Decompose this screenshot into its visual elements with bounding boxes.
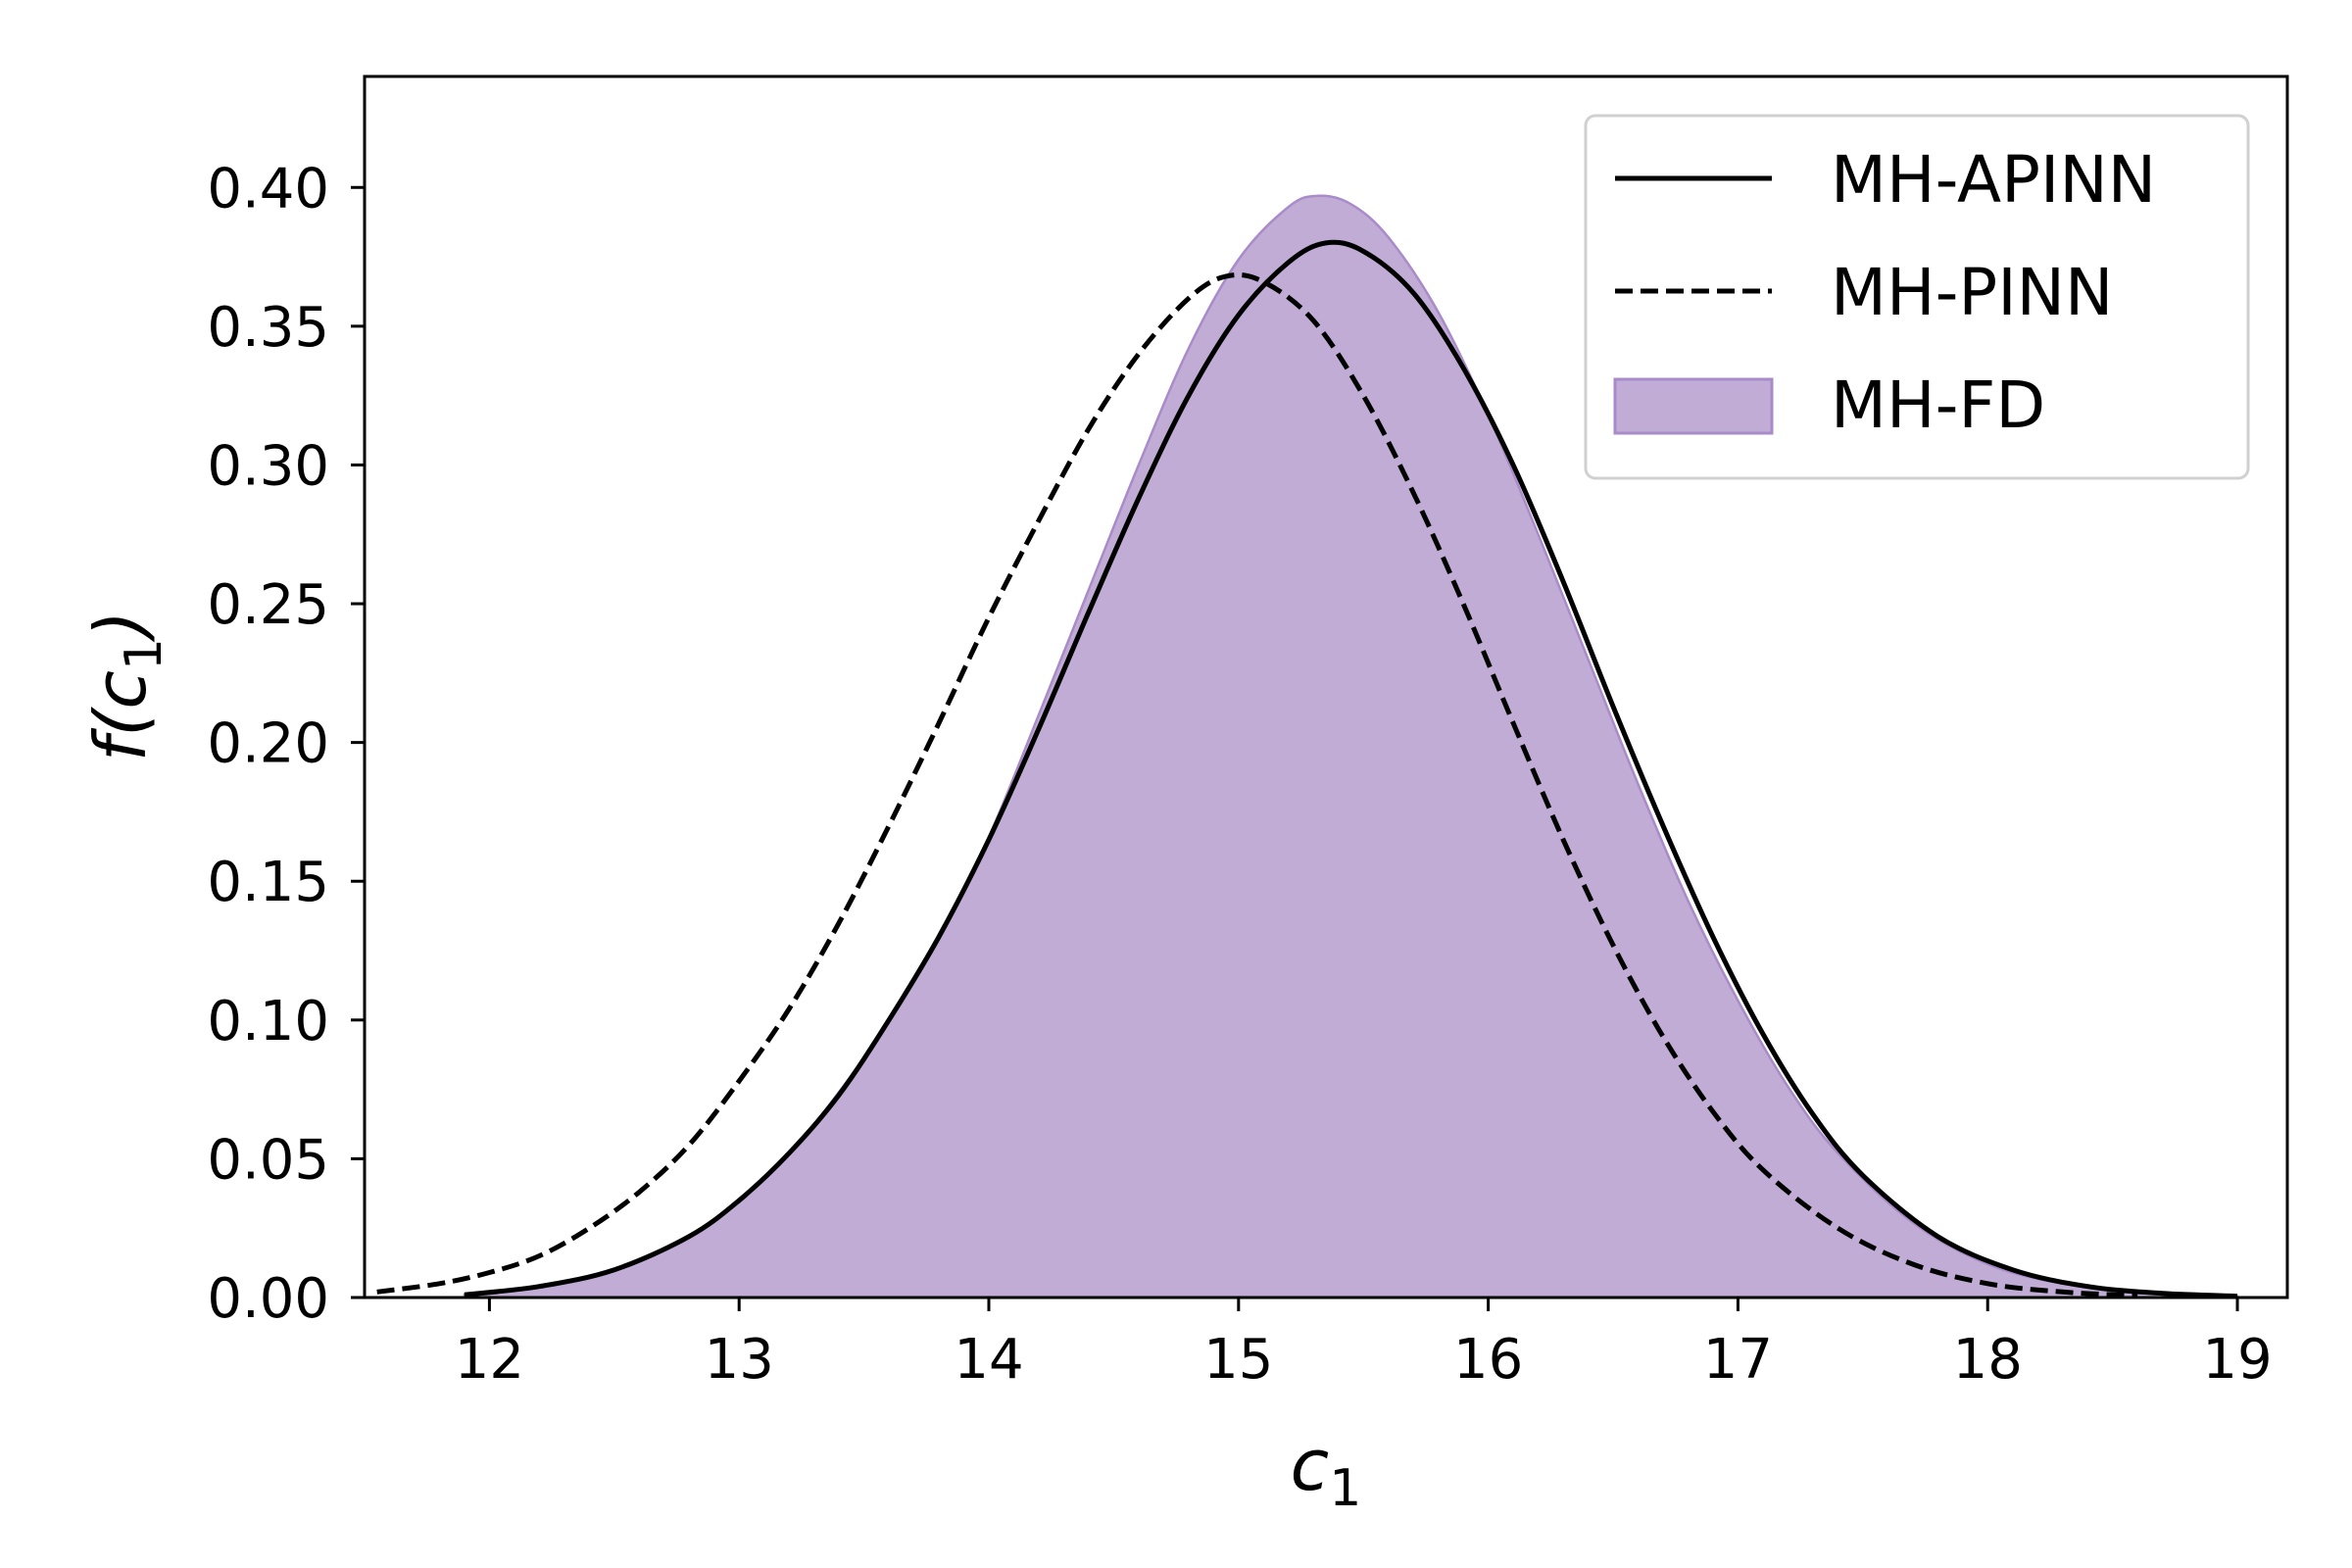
y-tick-label: 0.15: [207, 851, 329, 914]
x-tick-label: 15: [1203, 1328, 1273, 1392]
axes-frame: [363, 74, 2289, 1299]
y-tick-label: 0.20: [207, 712, 329, 776]
legend-label-pinn: MH-PINN: [1831, 255, 2113, 330]
y-axis: 0.00 0.05 0.10 0.15 0.20 0.25 0.30 0.35 0.40: [207, 157, 365, 1331]
x-tick-label: 18: [1953, 1328, 2023, 1392]
y-tick-label: 0.35: [207, 296, 329, 360]
legend-label-apinn: MH-APINN: [1831, 142, 2156, 218]
x-tick-label: 12: [455, 1328, 524, 1392]
x-tick-label: 14: [954, 1328, 1023, 1392]
series-line-mh-apinn: [464, 239, 2238, 1299]
x-tick-label: 17: [1703, 1328, 1773, 1392]
y-tick-label: 0.00: [207, 1267, 329, 1331]
y-tick-label: 0.25: [207, 573, 329, 637]
legend-marker-fill: [1613, 377, 1774, 435]
y-tick-label: 0.05: [207, 1128, 329, 1192]
x-tick-label: 19: [2202, 1328, 2272, 1392]
legend: MH-APINN MH-PINN MH-FD: [1584, 114, 2250, 480]
y-tick-label: 0.10: [207, 990, 329, 1054]
x-axis-label: c1: [1291, 1424, 1362, 1518]
x-axis: 12 13 14 15 16 17 18 19: [455, 1298, 2273, 1392]
legend-label-fd: MH-FD: [1831, 368, 2045, 443]
y-axis-label: f(c1): [79, 611, 173, 761]
y-tick-label: 0.30: [207, 434, 329, 498]
y-tick-label: 0.40: [207, 157, 329, 220]
series-line-mh-pinn: [376, 271, 2138, 1298]
plot-area: [376, 194, 2239, 1299]
x-tick-label: 16: [1453, 1328, 1523, 1392]
x-tick-label: 13: [705, 1328, 774, 1392]
